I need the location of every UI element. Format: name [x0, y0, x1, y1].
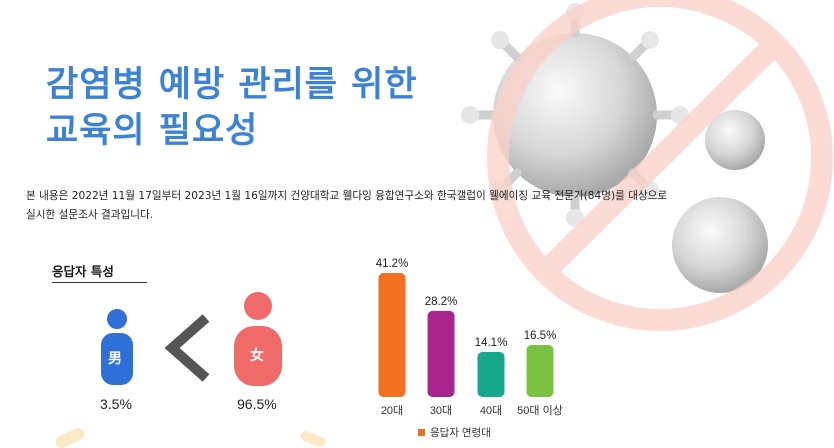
category-label-3: 50대 이상 [517, 404, 563, 417]
category-label-1: 30대 [430, 404, 452, 417]
prohibition-sign-icon [487, 0, 833, 331]
male-percent: 3.5% [100, 396, 132, 412]
legend-label: 응답자 연령대 [430, 427, 491, 439]
page-title: 감염병 예방 관리를 위한 교육의 필요성 [46, 62, 418, 154]
bar-value-label-0: 41.2% [376, 258, 409, 270]
title-line-1: 감염병 예방 관리를 위한 [46, 65, 418, 105]
male-person-icon [101, 309, 133, 385]
description-line-2: 실시한 설문조사 결과입니다. [26, 209, 154, 221]
category-label-2: 40대 [480, 404, 502, 417]
pill-decoration-icon [55, 428, 326, 448]
bar-0 [378, 273, 406, 397]
less-than-chevron-icon [164, 314, 210, 382]
bar-1 [427, 310, 455, 397]
bar-value-label-3: 16.5% [524, 330, 557, 342]
description-line-1: 본 내용은 2022년 11월 17일부터 2023년 1월 16일까지 건양대… [26, 190, 668, 202]
female-person-icon [234, 292, 282, 386]
bar-value-label-1: 28.2% [425, 296, 458, 308]
legend-swatch [418, 429, 425, 436]
bar-3 [526, 344, 554, 397]
bar-2 [477, 351, 505, 397]
title-line-2: 교육의 필요성 [46, 111, 259, 151]
female-symbol: 女 [250, 348, 264, 364]
survey-description: 본 내용은 2022년 11월 17일부터 2023년 1월 16일까지 건양대… [26, 187, 826, 225]
male-symbol: 男 [108, 351, 122, 367]
bar-value-label-2: 14.1% [475, 337, 508, 349]
category-label-0: 20대 [381, 404, 403, 417]
female-percent: 96.5% [237, 396, 277, 412]
virus-small-icon [672, 110, 768, 293]
respondent-section-title: 응답자 특성 [52, 261, 147, 283]
